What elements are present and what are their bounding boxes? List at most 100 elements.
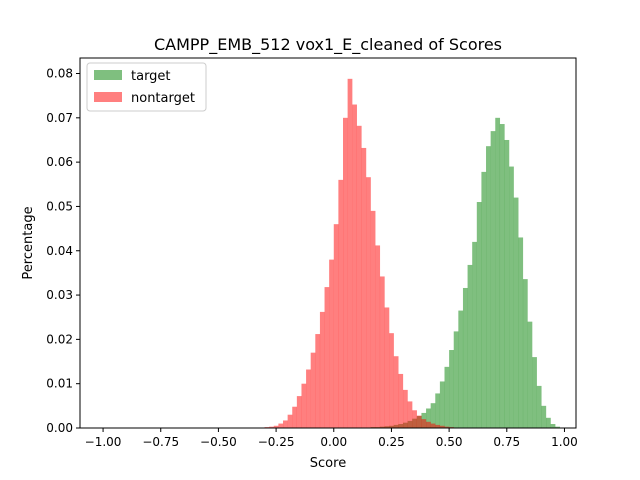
nontarget-bar <box>315 334 321 428</box>
nontarget-bar <box>375 245 381 428</box>
nontarget-bar <box>430 423 436 428</box>
nontarget-bar <box>333 224 339 428</box>
target-bar <box>444 366 450 428</box>
nontarget-bar <box>269 426 274 428</box>
y-tick-label: 0.02 <box>46 332 73 346</box>
target-bar <box>453 331 459 428</box>
nontarget-bar <box>384 307 390 428</box>
target-bar <box>439 381 445 428</box>
y-tick-label: 0.07 <box>46 111 73 125</box>
x-axis-label: Score <box>310 456 346 471</box>
y-tick-label: 0.06 <box>46 155 73 169</box>
nontarget-bar <box>306 369 311 428</box>
nontarget-bar <box>439 425 445 428</box>
x-tick-label: 0.75 <box>493 435 520 449</box>
target-bar <box>504 139 510 429</box>
y-tick-label: 0.03 <box>46 288 73 302</box>
target-bar <box>476 202 482 428</box>
target-bar <box>486 146 491 428</box>
legend-swatch-target <box>94 70 122 80</box>
legend-label-target: target <box>131 69 171 84</box>
target-bar <box>536 385 542 428</box>
target-bar <box>435 393 441 428</box>
nontarget-bar <box>361 147 367 428</box>
plot-frame <box>79 57 577 429</box>
target-bar <box>426 408 431 428</box>
legend-label-nontarget: nontarget <box>131 91 195 106</box>
x-tick-label: −0.75 <box>142 435 179 449</box>
target-bar <box>467 264 473 428</box>
y-tick-label: 0.00 <box>46 421 73 435</box>
y-tick-label: 0.05 <box>46 199 73 213</box>
target-bar <box>449 350 454 428</box>
nontarget-bar <box>283 420 288 428</box>
target-bar <box>532 357 537 428</box>
nontarget-bar <box>398 373 404 428</box>
nontarget-bar <box>379 276 385 428</box>
target-bar <box>490 131 496 429</box>
y-axis-label: Percentage <box>21 206 36 279</box>
target-bar <box>555 426 560 428</box>
target-bar <box>522 279 528 428</box>
x-tick-label: 1.00 <box>551 435 578 449</box>
nontarget-bar <box>366 177 371 428</box>
legend-swatch-nontarget <box>94 92 122 102</box>
x-tick-label: 0.25 <box>378 435 405 449</box>
y-tick-label: 0.08 <box>46 67 73 81</box>
nontarget-bar <box>352 104 357 428</box>
x-tick-label: 0.50 <box>436 435 463 449</box>
nontarget-bar <box>310 352 316 428</box>
target-bar <box>462 287 468 428</box>
nontarget-bar <box>278 423 284 428</box>
nontarget-bar <box>444 426 450 428</box>
nontarget-bar <box>370 210 376 428</box>
y-tick-label: 0.01 <box>46 377 73 391</box>
target-bar <box>550 424 556 428</box>
target-bar <box>513 197 519 428</box>
y-tick-label: 0.04 <box>46 244 73 258</box>
nontarget-bar <box>356 125 362 429</box>
target-bar <box>481 171 487 428</box>
target-bar <box>546 417 551 428</box>
nontarget-bar <box>421 419 427 428</box>
nontarget-bar <box>301 383 307 428</box>
target-bar <box>518 237 524 428</box>
legend: target nontarget <box>86 62 207 112</box>
nontarget-bar <box>347 78 353 428</box>
nontarget-bar <box>416 415 422 428</box>
chart-title: CAMPP_EMB_512 vox1_E_cleaned of Scores <box>154 35 502 55</box>
nontarget-bar <box>287 414 293 428</box>
nontarget-bar <box>402 389 408 428</box>
target-bar <box>472 241 477 428</box>
series-nontarget <box>255 78 464 429</box>
nontarget-bar <box>324 287 330 428</box>
x-tick-label: −1.00 <box>85 435 122 449</box>
nontarget-bar <box>296 396 302 428</box>
nontarget-bar <box>435 424 441 428</box>
histogram-bars <box>255 78 565 429</box>
nontarget-bar <box>292 406 297 428</box>
series-target <box>366 117 565 429</box>
y-axis-ticks: 0.00 0.01 0.02 0.03 0.04 0.05 0.06 0.07 0.08 <box>46 67 80 435</box>
x-tick-label: −0.25 <box>258 435 295 449</box>
nontarget-bar <box>338 179 344 428</box>
nontarget-bar <box>426 421 431 428</box>
nontarget-bar <box>343 117 348 428</box>
x-tick-label: 0.00 <box>320 435 347 449</box>
nontarget-bar <box>412 410 417 428</box>
nontarget-bar <box>273 425 279 428</box>
nontarget-bar <box>329 259 334 428</box>
nontarget-bar <box>319 311 325 428</box>
target-bar <box>458 310 464 428</box>
target-bar <box>541 405 547 428</box>
x-axis-ticks: −1.00 −0.75 −0.50 −0.25 0.00 0.25 0.50 0.75 1.00 <box>85 428 578 449</box>
target-bar <box>499 124 505 429</box>
target-bar <box>527 321 533 428</box>
nontarget-bar <box>393 356 399 428</box>
target-bar <box>430 403 436 428</box>
target-bar <box>495 117 501 428</box>
x-tick-label: −0.50 <box>200 435 237 449</box>
target-bar <box>509 166 514 428</box>
nontarget-bar <box>407 401 413 428</box>
